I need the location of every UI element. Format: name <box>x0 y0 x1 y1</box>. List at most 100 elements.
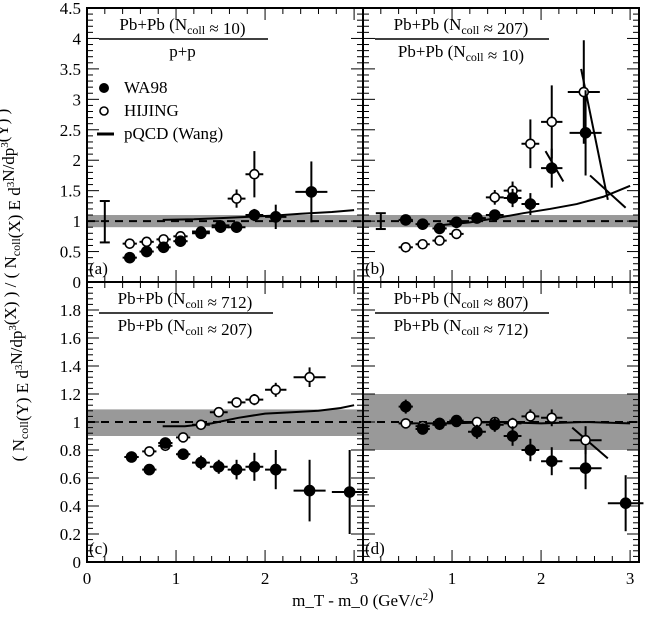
hijing-point <box>144 446 155 457</box>
hijing-point <box>578 86 590 98</box>
legend-marker-hijing <box>99 106 109 116</box>
wa98-point <box>143 463 156 476</box>
ratio-numerator: Pb+Pb (Ncoll ≈ 712) <box>118 289 253 312</box>
panel-a: 0 0.5 1 1.5 2 2.5 3 3.5 4 4.5 Pb+Pb (Ncoll ≈ 10) p+… <box>60 0 364 292</box>
hijing-point <box>249 168 260 180</box>
wa98-point <box>545 455 558 468</box>
wa98-point <box>125 451 138 463</box>
hijing-point <box>400 241 412 253</box>
ratio-denominator: Pb+Pb (Ncoll ≈ 10) <box>398 42 524 65</box>
wa98-point <box>450 216 463 229</box>
y-tick-label: 1 <box>73 212 82 231</box>
y-tick-label: 0.4 <box>60 497 82 516</box>
wa98-point <box>545 162 558 174</box>
ratio-numerator: Pb+Pb (Ncoll ≈ 10) <box>119 15 245 38</box>
wa98-point <box>416 218 429 230</box>
wa98-point <box>212 460 225 473</box>
wa98-point <box>214 221 227 233</box>
y-tick-label: 1.2 <box>60 385 81 404</box>
wa98-point <box>269 211 282 223</box>
hijing-point <box>124 238 136 249</box>
y-tick-label: 1.6 <box>60 329 81 348</box>
panel-label: (d) <box>365 539 385 558</box>
hijing-point <box>525 411 536 422</box>
hijing-point <box>304 371 315 383</box>
hijing-point <box>195 419 207 431</box>
wa98-point <box>471 425 483 438</box>
panel-label: (b) <box>365 259 385 278</box>
wa98-point <box>248 460 261 473</box>
y-axis-title: ( Ncoll(Y) E d3N/dp3(X) ) / ( Ncoll(X) E… <box>0 109 32 462</box>
wa98-point <box>416 423 429 435</box>
wa98-point <box>450 414 463 427</box>
panel-d: 1 2 3 Pb+Pb (Ncoll ≈ 807) Pb+Pb (Ncoll ≈ 712… <box>362 281 644 588</box>
wa98-point <box>248 209 261 221</box>
hijing-point <box>249 394 260 405</box>
ratio-numerator: Pb+Pb (Ncoll ≈ 207) <box>394 15 529 38</box>
pqcd-curve-segment <box>589 174 627 209</box>
panel-b: Pb+Pb (Ncoll ≈ 207) Pb+Pb (Ncoll ≈ 10) (b) <box>362 7 640 283</box>
wa98-point <box>157 241 170 254</box>
x-tick-label: 3 <box>626 569 635 588</box>
wa98-point <box>433 417 446 430</box>
wa98-point <box>230 463 243 476</box>
x-tick-label: 1 <box>448 569 457 588</box>
y-tick-label: 0.8 <box>60 441 81 460</box>
wa98-point <box>269 463 282 476</box>
y-tick-label: 2 <box>73 151 82 170</box>
hijing-point <box>417 238 428 250</box>
wa98-point <box>195 456 207 469</box>
y-tick-label: 3 <box>73 90 82 109</box>
wa98-point <box>619 497 632 510</box>
hijing-point <box>489 192 501 203</box>
panel-label: (a) <box>89 259 108 278</box>
ratio-numerator: Pb+Pb (Ncoll ≈ 807) <box>394 289 529 312</box>
y-tick-label: 0.5 <box>60 243 81 262</box>
systematic-band <box>363 215 639 228</box>
y-tick-label: 2.5 <box>60 121 81 140</box>
hijing-point <box>231 193 242 204</box>
wa98-point <box>399 214 412 226</box>
wa98-point <box>579 462 592 475</box>
wa98-point <box>524 444 537 456</box>
hijing-point <box>213 406 225 418</box>
legend-label: WA98 <box>124 78 167 97</box>
panel-c: 0 0.2 0.4 0.6 0.8 1 1.2 1.4 1.6 1.8 0 1 2 3 Pb+Pb (Nco… <box>60 281 368 588</box>
wa98-point <box>195 227 207 240</box>
ratio-denominator: Pb+Pb (Ncoll ≈ 712) <box>394 316 529 339</box>
y-tick-label: 0 <box>73 553 82 572</box>
hijing-point <box>270 384 282 396</box>
y-tick-label: 1 <box>73 413 82 432</box>
x-tick-label: 0 <box>83 569 92 588</box>
systematic-band <box>87 409 363 436</box>
ratio-denominator: Pb+Pb (Ncoll ≈ 207) <box>118 316 253 339</box>
ratio-denominator: p+p <box>169 42 196 61</box>
wa98-point <box>433 222 446 235</box>
wa98-point <box>303 484 316 497</box>
y-tick-label: 1.8 <box>60 301 81 320</box>
hijing-point <box>580 434 591 446</box>
y-tick-label: 0.2 <box>60 525 81 544</box>
wa98-point <box>140 245 153 258</box>
hijing-point <box>141 236 152 248</box>
x-tick-label: 2 <box>261 569 270 588</box>
wa98-point <box>488 209 501 221</box>
wa98-point <box>343 486 356 498</box>
hijing-point <box>177 432 189 443</box>
y-tick-label: 1.5 <box>60 182 81 201</box>
y-tick-label: 0.6 <box>60 469 81 488</box>
y-tick-label: 3.5 <box>60 60 81 79</box>
x-axis-title: m_T - m_0 (GeV/c2) <box>292 585 434 610</box>
x-tick-label: 1 <box>172 569 181 588</box>
wa98-point <box>174 235 187 248</box>
y-tick-label: 4.5 <box>60 0 81 18</box>
wa98-point <box>305 186 318 198</box>
wa98-point <box>123 251 136 264</box>
wa98-point <box>579 127 592 139</box>
x-tick-label: 3 <box>350 569 359 588</box>
wa98-point <box>230 221 243 233</box>
hijing-point <box>434 235 445 246</box>
wa98-point <box>524 198 537 210</box>
legend-label: pQCD (Wang) <box>124 124 223 143</box>
